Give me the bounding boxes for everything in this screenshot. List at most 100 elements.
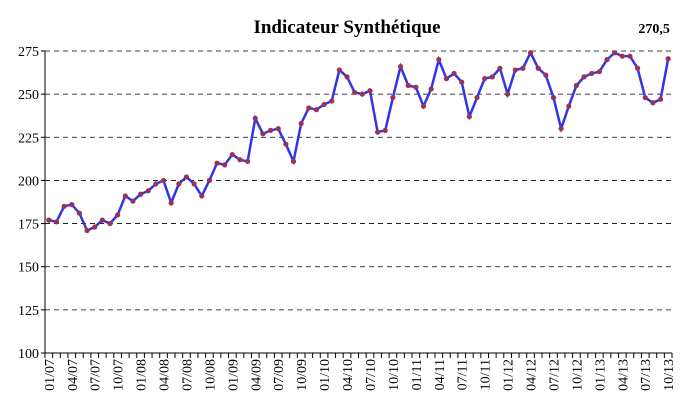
x-tick-label: 01/08 <box>135 359 150 391</box>
x-tick-label: 01/12 <box>502 359 517 391</box>
point <box>298 120 304 127</box>
point <box>596 69 602 75</box>
point <box>145 188 151 194</box>
x-tick-label: 10/12 <box>570 359 585 391</box>
point <box>260 131 266 137</box>
point <box>53 219 60 225</box>
point <box>459 79 465 85</box>
point <box>527 50 534 56</box>
point <box>237 157 243 163</box>
point <box>642 94 648 101</box>
point <box>589 70 595 77</box>
x-tick-label: 04/10 <box>341 359 356 391</box>
point <box>69 201 75 208</box>
point <box>92 224 98 230</box>
x-tick-label: 10/07 <box>112 359 127 391</box>
x-tick-label: 07/08 <box>180 359 195 391</box>
x-tick-label: 07/10 <box>364 359 379 391</box>
x-tick-label: 07/09 <box>272 359 287 391</box>
point <box>290 158 297 165</box>
point <box>153 181 159 187</box>
point <box>183 174 190 180</box>
point <box>137 191 144 197</box>
point <box>99 217 105 223</box>
x-tick-label: 07/11 <box>456 359 471 390</box>
x-tick-label: 04/09 <box>249 359 264 391</box>
point <box>199 193 205 199</box>
point <box>466 113 472 120</box>
point <box>627 53 633 59</box>
point <box>214 160 220 166</box>
x-tick-label: 04/07 <box>66 359 81 391</box>
point <box>436 57 442 63</box>
point <box>222 162 228 168</box>
point <box>428 86 434 92</box>
y-tick-label: 100 <box>18 347 39 362</box>
point <box>267 127 274 133</box>
x-tick-label: 01/09 <box>226 359 241 391</box>
value-label: 270,5 <box>638 22 670 37</box>
series-line <box>48 49 670 233</box>
x-tick-label: 10/08 <box>203 359 218 391</box>
x-tick-label: 04/11 <box>433 359 448 390</box>
point <box>612 50 618 56</box>
x-tick-label: 07/07 <box>89 359 104 391</box>
point <box>107 220 113 227</box>
y-tick-label: 175 <box>18 218 39 233</box>
point <box>367 88 373 94</box>
point <box>160 177 167 184</box>
point <box>482 76 488 82</box>
y-tick-label: 225 <box>18 131 39 146</box>
point <box>352 89 358 96</box>
x-tick-label: 07/13 <box>639 359 654 391</box>
point <box>191 181 197 187</box>
x-tick-label: 10/10 <box>387 359 402 391</box>
point <box>306 105 312 111</box>
point <box>650 100 656 106</box>
point <box>122 193 128 199</box>
point <box>344 74 350 80</box>
x-tick-label: 10/09 <box>295 359 310 391</box>
point <box>581 74 587 80</box>
x-tick-label: 04/08 <box>158 359 173 391</box>
y-tick-label: 125 <box>18 304 39 319</box>
point <box>634 65 641 71</box>
point <box>275 126 281 132</box>
point <box>76 210 83 216</box>
point <box>329 98 335 104</box>
x-tick-label: 04/13 <box>616 359 631 391</box>
x-tick-label: 01/13 <box>593 359 608 391</box>
point <box>451 70 457 77</box>
point <box>505 91 511 97</box>
point <box>61 203 67 209</box>
point <box>420 103 427 109</box>
point <box>390 94 396 101</box>
point <box>176 181 182 187</box>
y-tick-label: 250 <box>18 88 39 103</box>
point <box>558 126 564 132</box>
y-tick-label: 150 <box>18 261 39 276</box>
point <box>397 63 404 70</box>
point <box>336 67 342 73</box>
x-tick-label: 10/13 <box>662 359 677 391</box>
y-tick-label: 200 <box>18 174 39 189</box>
point <box>130 198 136 204</box>
point <box>283 141 289 147</box>
point <box>229 151 235 158</box>
point <box>543 72 549 78</box>
chart-title: Indicateur Synthétique <box>253 17 440 38</box>
x-tick-label: 01/11 <box>410 359 425 390</box>
x-tick-label: 07/12 <box>547 359 562 391</box>
point <box>573 82 580 89</box>
point <box>382 127 388 133</box>
point <box>359 91 365 97</box>
point <box>535 65 541 71</box>
point <box>604 57 610 63</box>
point <box>512 67 518 73</box>
point <box>245 158 251 165</box>
point <box>443 76 450 82</box>
y-tick-label: 275 <box>18 45 39 60</box>
x-tick-label: 01/07 <box>43 359 58 391</box>
point <box>520 65 526 71</box>
